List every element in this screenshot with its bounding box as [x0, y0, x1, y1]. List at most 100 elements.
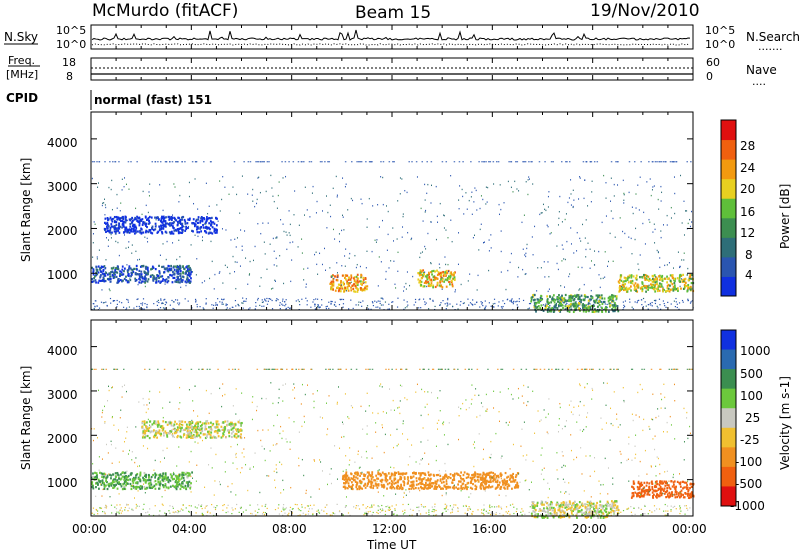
echo-dot — [667, 511, 668, 512]
echo-cell — [112, 487, 114, 489]
echo-cell — [426, 276, 428, 278]
echo-dot — [467, 299, 468, 300]
echo-dot — [168, 510, 169, 511]
echo-dot — [305, 187, 306, 188]
echo-dot — [611, 210, 612, 211]
echo-dot — [351, 282, 352, 283]
echo-dot — [640, 177, 641, 178]
echo-dot — [424, 184, 425, 185]
echo-dot — [105, 207, 106, 208]
echo-dot — [265, 253, 266, 254]
echo-dot — [173, 512, 174, 513]
echo-cell — [605, 310, 607, 312]
echo-dot — [310, 307, 311, 308]
echo-dot — [239, 212, 240, 213]
echo-cell — [125, 472, 127, 474]
echo-cell — [111, 225, 113, 227]
echo-dot — [676, 301, 677, 302]
echo-dot — [507, 513, 508, 514]
echo-dot — [453, 507, 454, 508]
echo-cell — [616, 297, 618, 299]
echo-dot — [650, 303, 651, 304]
echo-dot — [586, 161, 588, 162]
echo-dot — [117, 300, 118, 301]
echo-dot — [360, 302, 361, 303]
echo-cell — [635, 277, 637, 279]
freq-label-2: [MHz] — [6, 68, 38, 81]
echo-cell — [187, 222, 189, 224]
echo-dot — [623, 180, 624, 181]
echo-cell — [135, 227, 137, 229]
echo-cell — [96, 476, 98, 478]
echo-dot — [242, 513, 243, 514]
echo-dot — [222, 505, 223, 506]
echo-dot — [343, 514, 344, 515]
echo-dot — [392, 301, 393, 302]
echo-cell — [217, 432, 219, 434]
echo-dot — [472, 511, 473, 512]
echo-cell — [106, 225, 108, 227]
echo-dot — [648, 308, 649, 309]
echo-dot — [450, 512, 451, 513]
echo-dot — [161, 303, 162, 304]
echo-dot — [452, 509, 453, 510]
echo-cell — [401, 473, 403, 475]
echo-dot — [431, 161, 433, 162]
echo-cell — [581, 295, 583, 297]
echo-cell — [630, 276, 632, 278]
echo-cell — [667, 290, 669, 292]
echo-cell — [627, 291, 629, 293]
echo-dot — [97, 306, 98, 307]
echo-dot — [111, 237, 112, 238]
echo-cell — [654, 278, 656, 280]
echo-cell — [142, 221, 144, 223]
echo-dot — [173, 183, 174, 184]
echo-dot — [152, 161, 154, 162]
echo-cell — [352, 484, 354, 486]
echo-dot — [250, 161, 252, 162]
echo-cell — [594, 301, 596, 303]
echo-dot — [523, 161, 525, 162]
echo-cell — [122, 216, 124, 218]
echo-cell — [155, 282, 157, 284]
echo-cell — [121, 226, 123, 228]
echo-cell — [625, 280, 627, 282]
echo-cell — [471, 488, 473, 490]
echo-dot — [256, 203, 257, 204]
echo-cell — [110, 278, 112, 280]
echo-dot — [678, 251, 679, 252]
echo-dot — [501, 230, 502, 231]
echo-dot — [202, 236, 203, 237]
echo-dot — [325, 507, 326, 508]
echo-cell — [135, 218, 137, 220]
echo-cell — [187, 476, 189, 478]
echo-dot — [334, 238, 335, 239]
echo-dot — [680, 286, 681, 287]
echo-cell — [158, 225, 160, 227]
echo-dot — [372, 302, 373, 303]
echo-dot — [667, 224, 668, 225]
rti-plot: McMurdo (fitACF) Beam 15 19/Nov/2010 N.S… — [0, 0, 800, 554]
echo-dot — [312, 192, 313, 193]
echo-dot — [551, 161, 553, 162]
echo-cell — [422, 472, 424, 474]
echo-cell — [183, 429, 185, 431]
echo-cell — [339, 287, 341, 289]
noise-left-label: N.Sky — [4, 30, 38, 44]
echo-cell — [112, 268, 114, 270]
echo-dot — [97, 258, 98, 259]
echo-cell — [553, 294, 555, 296]
echo-dot — [286, 232, 287, 233]
echo-dot — [266, 269, 267, 270]
echo-dot — [481, 303, 482, 304]
echo-cell — [590, 298, 592, 300]
echo-dot — [548, 191, 549, 192]
echo-cell — [212, 436, 214, 438]
echo-cell — [451, 280, 453, 282]
echo-dot — [299, 225, 300, 226]
echo-cell — [468, 474, 470, 476]
echo-cell — [183, 268, 185, 270]
echo-cell — [103, 482, 105, 484]
echo-cell — [331, 281, 333, 283]
echo-cell — [425, 479, 427, 481]
